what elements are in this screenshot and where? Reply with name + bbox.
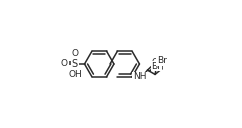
Text: O: O (71, 49, 78, 58)
Text: Br: Br (151, 62, 161, 71)
Text: NH: NH (133, 72, 146, 81)
Text: Br: Br (157, 56, 167, 65)
Text: O: O (61, 60, 68, 68)
Text: S: S (72, 59, 78, 69)
Text: O: O (151, 58, 159, 67)
Text: OH: OH (68, 70, 82, 79)
